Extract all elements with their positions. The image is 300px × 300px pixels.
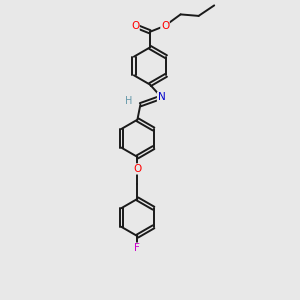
Text: F: F: [134, 243, 140, 253]
Text: H: H: [125, 96, 133, 106]
Text: O: O: [161, 21, 169, 31]
Text: O: O: [131, 21, 139, 31]
Text: N: N: [158, 92, 165, 102]
Text: O: O: [133, 164, 142, 174]
